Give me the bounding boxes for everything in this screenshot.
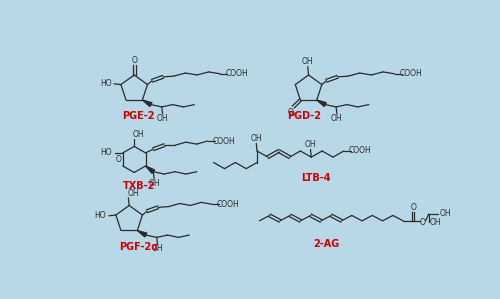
Polygon shape <box>142 100 152 106</box>
Text: O: O <box>420 218 426 227</box>
Text: OH: OH <box>430 218 442 227</box>
Text: OH: OH <box>127 189 139 198</box>
Text: OH: OH <box>331 114 342 123</box>
Text: OH: OH <box>148 179 160 188</box>
Text: OH: OH <box>156 114 168 123</box>
Text: PGE-2: PGE-2 <box>122 112 155 121</box>
Text: TXB-2: TXB-2 <box>122 181 155 191</box>
Text: O: O <box>116 155 122 164</box>
Text: OH: OH <box>439 209 451 219</box>
Text: COOH: COOH <box>212 137 235 146</box>
Text: COOH: COOH <box>400 69 422 78</box>
Text: LTB-4: LTB-4 <box>302 173 331 183</box>
Text: PGF-2α: PGF-2α <box>120 242 158 252</box>
Text: OH: OH <box>132 129 144 139</box>
Text: OH: OH <box>302 57 314 66</box>
Text: 2-AG: 2-AG <box>313 239 339 249</box>
Text: HO: HO <box>100 79 112 88</box>
Text: O: O <box>410 203 416 212</box>
Text: COOH: COOH <box>217 200 240 209</box>
Text: PGD-2: PGD-2 <box>287 112 321 121</box>
Text: O: O <box>131 56 137 65</box>
Text: COOH: COOH <box>348 147 372 155</box>
Text: COOH: COOH <box>225 69 248 78</box>
Text: HO: HO <box>100 148 112 157</box>
Text: OH: OH <box>152 244 164 253</box>
Text: O: O <box>288 108 294 117</box>
Polygon shape <box>146 166 154 173</box>
Polygon shape <box>138 231 147 237</box>
Text: OH: OH <box>304 140 316 149</box>
Text: HO: HO <box>94 211 106 220</box>
Polygon shape <box>317 100 326 106</box>
Text: OH: OH <box>250 134 262 143</box>
